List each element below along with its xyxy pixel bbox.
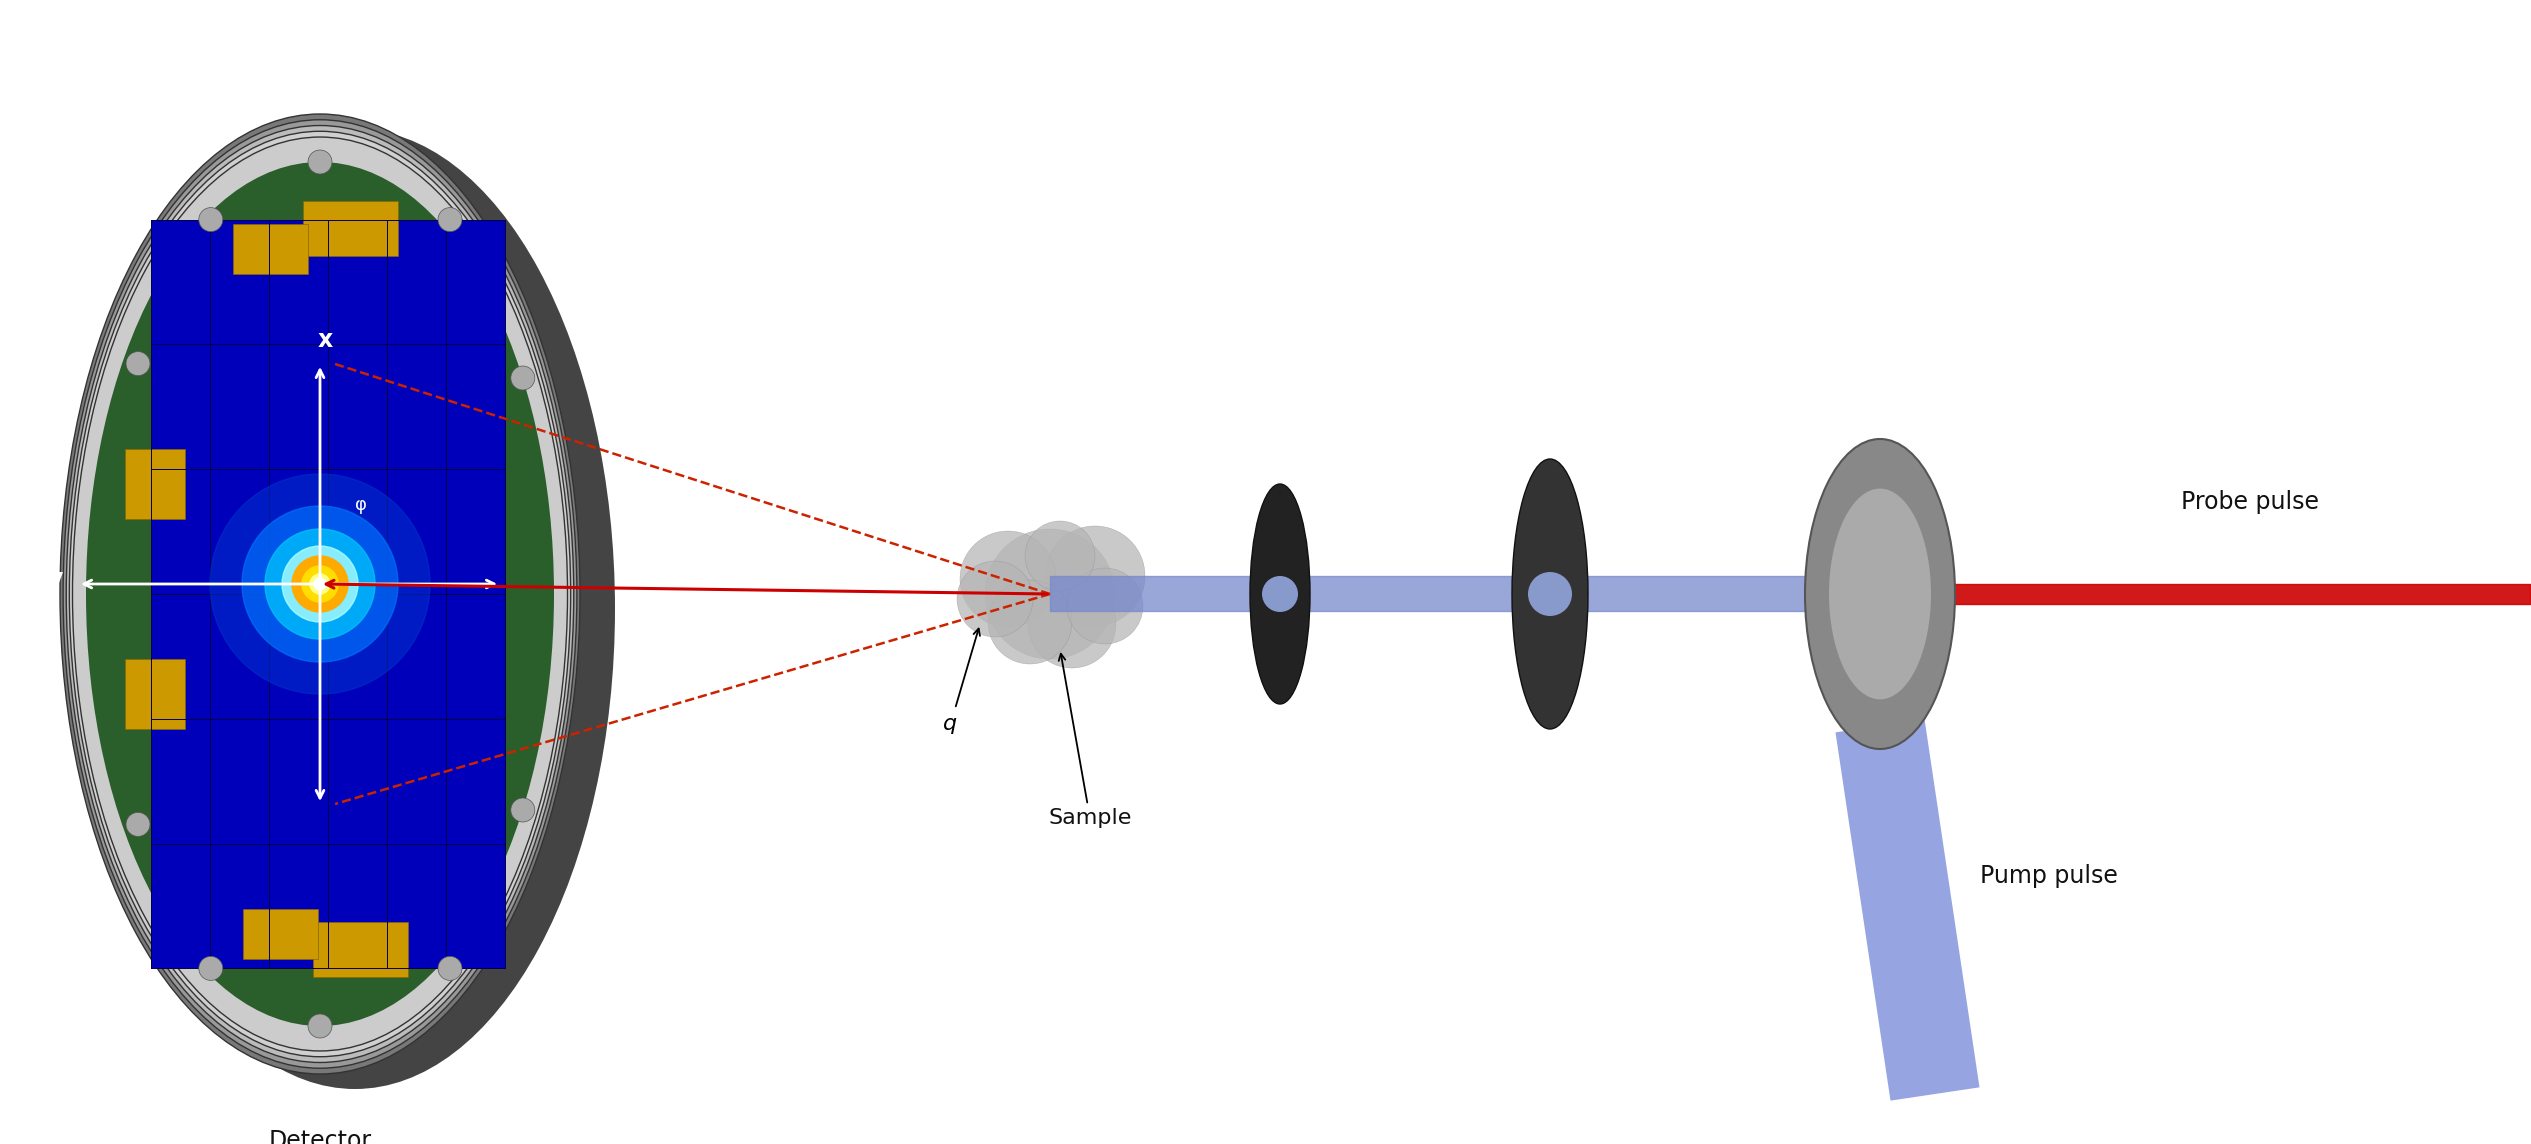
Circle shape [127,351,149,375]
Circle shape [281,546,357,622]
Bar [311,922,407,977]
Circle shape [301,566,339,602]
Ellipse shape [68,132,569,1057]
Circle shape [1068,569,1144,644]
Ellipse shape [66,126,575,1063]
Circle shape [1263,575,1298,612]
Circle shape [511,366,534,390]
Circle shape [1529,572,1572,615]
Text: y: y [48,567,63,591]
Circle shape [309,1014,332,1038]
Circle shape [127,812,149,836]
Bar [124,448,185,519]
Circle shape [438,207,463,231]
Circle shape [200,956,223,980]
Circle shape [210,474,430,694]
Bar [243,909,316,959]
Circle shape [309,150,332,174]
Bar [152,220,504,969]
Circle shape [291,556,347,612]
Circle shape [957,561,1033,637]
Text: x: x [316,328,332,352]
Ellipse shape [1805,439,1954,749]
Circle shape [511,799,534,823]
Circle shape [987,580,1073,664]
Ellipse shape [61,114,580,1074]
Circle shape [985,529,1116,659]
Circle shape [200,207,223,231]
Circle shape [1045,526,1144,626]
Circle shape [959,531,1055,627]
Bar [124,659,185,729]
Circle shape [266,529,375,639]
Text: Detector: Detector [268,1129,372,1144]
Circle shape [1028,580,1116,668]
Circle shape [243,506,397,662]
Polygon shape [1835,720,1979,1101]
Circle shape [314,578,326,590]
Bar [304,201,397,256]
Circle shape [309,574,329,594]
Circle shape [1025,521,1096,591]
Ellipse shape [86,162,554,1026]
Ellipse shape [63,120,577,1068]
Ellipse shape [1511,459,1587,729]
Ellipse shape [73,137,567,1051]
Text: φ: φ [354,496,367,514]
Ellipse shape [1830,488,1931,699]
Bar [233,224,306,275]
Ellipse shape [96,129,615,1089]
Text: Probe pulse: Probe pulse [2182,490,2318,514]
Text: q: q [944,714,957,734]
Circle shape [299,562,342,606]
Ellipse shape [1250,484,1311,704]
Text: Pump pulse: Pump pulse [1979,864,2118,888]
Circle shape [438,956,463,980]
Text: Sample: Sample [1048,653,1131,828]
